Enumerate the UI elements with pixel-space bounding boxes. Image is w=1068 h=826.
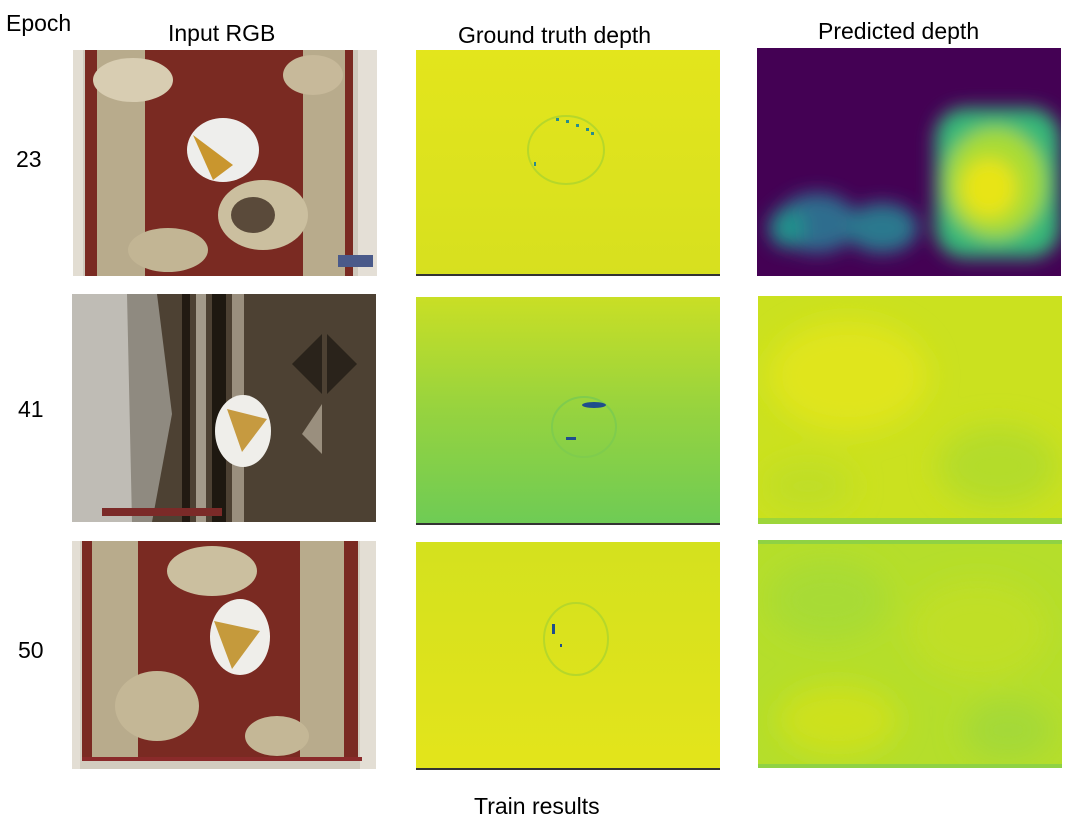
epoch-label-row-3: 50 bbox=[18, 637, 44, 663]
predicted-depth-map-row-1 bbox=[757, 48, 1061, 276]
input-rgb-header: Input RGB bbox=[168, 20, 276, 46]
ground-truth-depth-header: Ground truth depth bbox=[458, 22, 652, 48]
epoch-label-row-2: 41 bbox=[18, 396, 44, 422]
figure-caption: Train results bbox=[474, 793, 600, 819]
ground-truth-depth-map-row-3 bbox=[416, 542, 720, 770]
epoch-label-row-1: 23 bbox=[16, 146, 42, 172]
ground-truth-depth-map-row-2 bbox=[416, 297, 720, 525]
predicted-depth-map-row-3 bbox=[758, 540, 1062, 768]
input-rgb-image-row-1 bbox=[73, 50, 377, 276]
predicted-depth-header: Predicted depth bbox=[818, 18, 980, 44]
epoch-header: Epoch bbox=[6, 10, 72, 36]
predicted-depth-map-row-2 bbox=[758, 296, 1062, 524]
input-rgb-image-row-3 bbox=[72, 541, 376, 769]
input-rgb-image-row-2 bbox=[72, 294, 376, 522]
ground-truth-depth-map-row-1 bbox=[416, 50, 720, 276]
